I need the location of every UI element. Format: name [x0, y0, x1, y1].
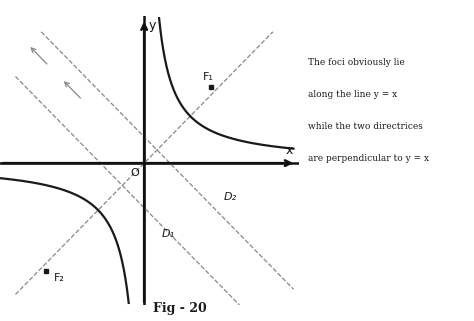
Text: Fig - 20: Fig - 20 — [153, 302, 207, 315]
Text: F₁: F₁ — [203, 72, 214, 82]
Text: The foci obviously lie: The foci obviously lie — [308, 58, 405, 67]
Text: O: O — [130, 169, 139, 178]
Text: D₁: D₁ — [162, 229, 175, 239]
Text: are perpendicular to y = x: are perpendicular to y = x — [308, 154, 429, 163]
Text: F₂: F₂ — [54, 273, 65, 283]
Text: along the line y = x: along the line y = x — [308, 90, 397, 99]
Text: D₂: D₂ — [224, 192, 237, 202]
Text: x: x — [286, 144, 293, 157]
Text: y: y — [148, 19, 155, 32]
Text: while the two directrices: while the two directrices — [308, 122, 423, 131]
